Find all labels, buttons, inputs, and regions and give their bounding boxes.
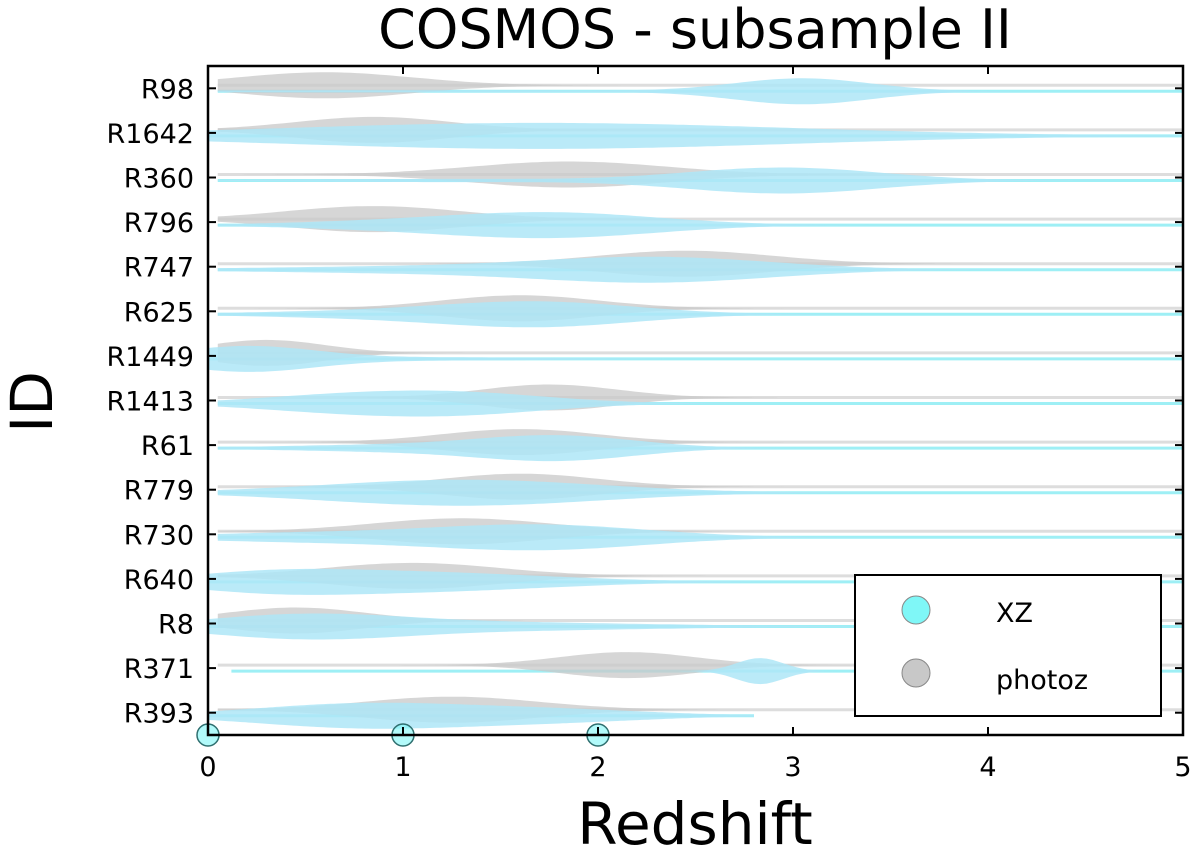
legend-label-xz: XZ [996, 598, 1033, 629]
violin-xz-R1413 [217, 390, 1184, 417]
violin-xz-R1642 [208, 122, 1183, 149]
x-tick-label: 4 [979, 752, 996, 783]
y-tick-label: R1413 [107, 387, 194, 418]
y-tick-label: R640 [124, 565, 194, 596]
violin-xz-R796 [217, 212, 1184, 239]
y-tick-label: R1449 [107, 342, 194, 373]
violin-xz-R98 [217, 78, 1184, 105]
violin-xz-R360 [217, 167, 1184, 194]
legend-marker-xz [901, 595, 931, 625]
violin-xz-R371 [231, 658, 1183, 685]
y-tick-label: R371 [124, 654, 194, 685]
legend-marker-photoz [901, 658, 931, 688]
chart-title: COSMOS - subsample II [378, 0, 1012, 61]
violin-xz-R61 [217, 435, 1184, 462]
legend-box [854, 574, 1162, 717]
plot-area [196, 64, 1185, 747]
y-tick-label: R625 [124, 297, 194, 328]
legend-label-photoz: photoz [996, 665, 1088, 696]
violin-xz-R1449 [208, 345, 1183, 372]
y-tick-label: R360 [124, 164, 194, 195]
violin-xz-R8 [208, 613, 1183, 640]
y-tick-label: R779 [124, 476, 194, 507]
violin-xz-R747 [217, 256, 1184, 283]
y-axis-ticks: R98 R1642 R360 R796 R747 R625 R1449 R1413 R61 R77… [107, 74, 1183, 730]
violin-xz-R625 [217, 301, 1184, 328]
violin-photoz-R371 [217, 652, 1184, 679]
violin-xz-R730 [217, 524, 1184, 551]
x-tick-label: 5 [1174, 752, 1191, 783]
y-tick-label: R8 [158, 610, 194, 641]
violin-photoz-R1413 [217, 384, 1184, 411]
violin-xz-R393 [208, 702, 754, 729]
x-tick-label: 3 [784, 752, 801, 783]
violin-xz-R779 [217, 479, 1184, 506]
y-tick-label: R730 [124, 520, 194, 551]
x-axis-title: Redshift [577, 790, 812, 854]
violin-photoz-R98 [217, 72, 1184, 99]
x-tick-label: 1 [394, 752, 411, 783]
y-tick-label: R61 [141, 431, 194, 462]
y-tick-label: R747 [124, 253, 194, 284]
violin-photoz-R1449 [217, 339, 1184, 366]
x-tick-label: 0 [199, 752, 216, 783]
violin-xz-R640 [208, 568, 1183, 595]
y-tick-label: R796 [124, 208, 194, 239]
x-axis-ticks: 0 1 2 3 4 5 [199, 66, 1192, 783]
x-tick-label: 2 [589, 752, 606, 783]
y-axis-title: ID [0, 371, 66, 433]
y-tick-label: R98 [141, 74, 194, 105]
y-tick-label: R1642 [107, 119, 194, 150]
legend: XZ photoz [854, 574, 1162, 717]
y-tick-label: R393 [124, 699, 194, 730]
